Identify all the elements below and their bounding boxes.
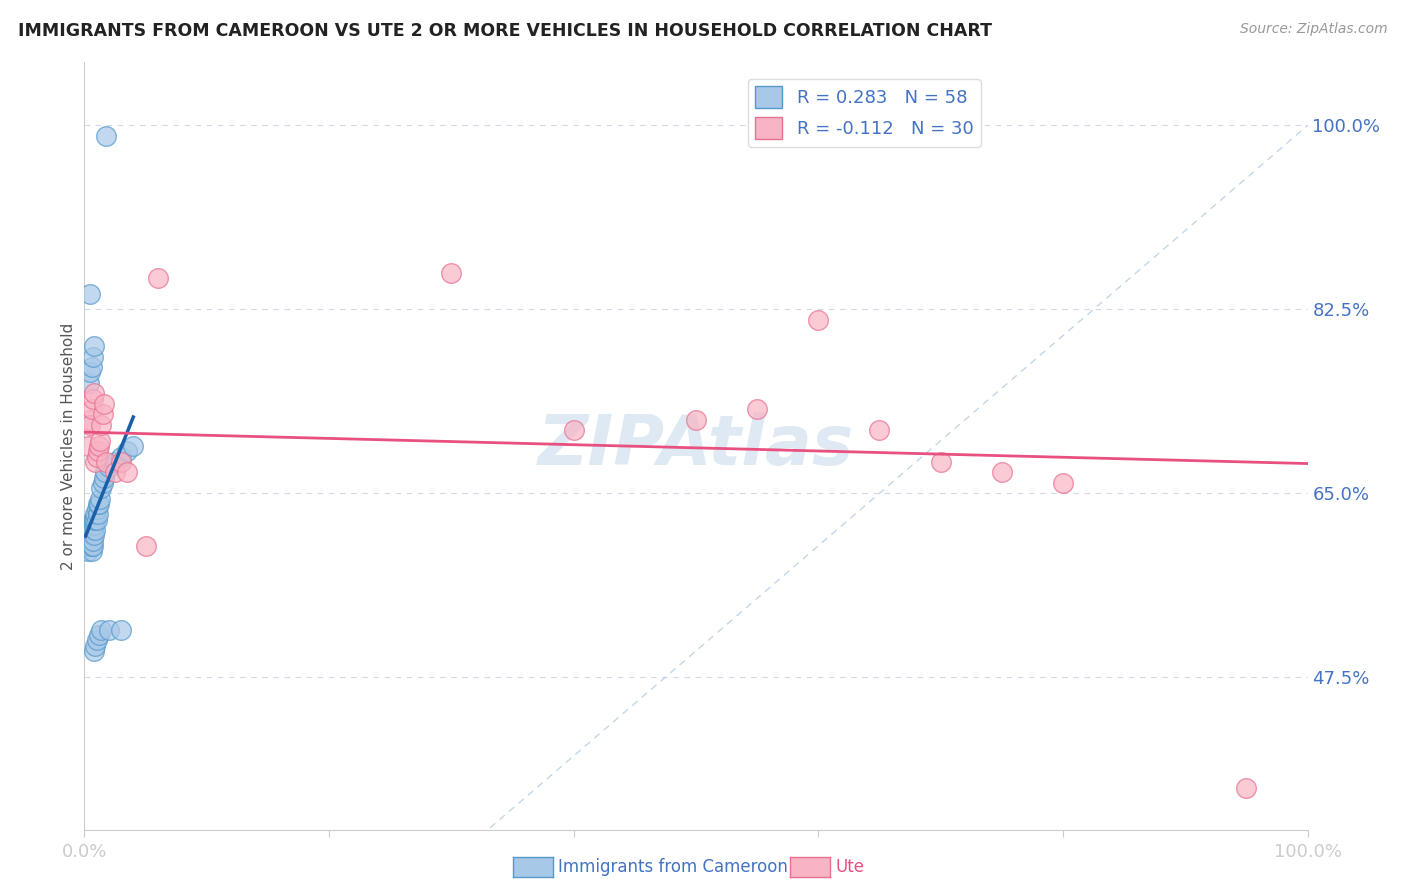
Point: [80, 523, 103, 537]
Point: [110, 450, 132, 464]
Point: [87, 628, 110, 642]
Point: [104, 455, 127, 469]
Point: [135, 539, 157, 553]
Point: [929, 455, 952, 469]
Point: [84, 455, 107, 469]
Point: [115, 465, 138, 479]
Point: [97, 623, 120, 637]
Point: [86, 502, 108, 516]
Point: [89, 434, 111, 448]
Text: ZIPAtlas: ZIPAtlas: [538, 412, 853, 480]
Point: [82, 533, 104, 548]
Point: [87, 444, 110, 458]
Point: [1236, 780, 1258, 795]
Point: [93, 397, 115, 411]
Point: [87, 497, 110, 511]
Point: [110, 623, 132, 637]
Point: [80, 539, 103, 553]
Point: [77, 517, 100, 532]
Point: [77, 544, 100, 558]
Point: [82, 350, 104, 364]
Point: [82, 539, 104, 553]
Point: [77, 413, 100, 427]
Point: [115, 444, 138, 458]
Point: [79, 286, 101, 301]
Point: [104, 465, 127, 479]
Point: [91, 475, 114, 490]
Point: [562, 423, 585, 437]
Point: [83, 512, 105, 526]
Point: [96, 128, 118, 143]
Point: [77, 439, 100, 453]
Point: [80, 402, 103, 417]
Point: [869, 423, 891, 437]
Point: [90, 417, 112, 432]
Point: [79, 517, 101, 532]
Point: [807, 313, 830, 327]
Point: [84, 512, 107, 526]
Point: [90, 481, 112, 495]
Point: [94, 465, 117, 479]
Point: [96, 455, 118, 469]
Text: Immigrants from Cameroon: Immigrants from Cameroon: [558, 858, 787, 876]
Point: [93, 470, 115, 484]
Point: [84, 523, 107, 537]
Point: [84, 508, 107, 522]
Point: [79, 366, 101, 380]
Point: [82, 523, 104, 537]
Point: [77, 523, 100, 537]
Point: [77, 528, 100, 542]
Point: [77, 528, 100, 542]
Point: [86, 512, 108, 526]
Point: [77, 539, 100, 553]
Text: IMMIGRANTS FROM CAMEROON VS UTE 2 OR MORE VEHICLES IN HOUSEHOLD CORRELATION CHAR: IMMIGRANTS FROM CAMEROON VS UTE 2 OR MOR…: [18, 22, 993, 40]
Text: Ute: Ute: [835, 858, 865, 876]
Point: [83, 339, 105, 353]
Point: [87, 497, 110, 511]
Point: [991, 465, 1014, 479]
Y-axis label: 2 or more Vehicles in Household: 2 or more Vehicles in Household: [60, 322, 76, 570]
Point: [97, 460, 120, 475]
Point: [1052, 475, 1074, 490]
Point: [110, 455, 132, 469]
Point: [79, 533, 101, 548]
Point: [146, 271, 169, 285]
Point: [77, 533, 100, 548]
Point: [87, 439, 110, 453]
Point: [440, 266, 463, 280]
Point: [90, 623, 112, 637]
Point: [80, 360, 103, 375]
Point: [80, 528, 103, 542]
Point: [76, 533, 98, 548]
Point: [84, 639, 107, 653]
Point: [83, 644, 105, 658]
Point: [80, 544, 103, 558]
Point: [685, 413, 707, 427]
Point: [77, 376, 100, 390]
Point: [122, 439, 145, 453]
Point: [76, 523, 98, 537]
Point: [83, 386, 105, 401]
Point: [747, 402, 769, 417]
Point: [75, 539, 97, 553]
Legend: R = 0.283   N = 58, R = -0.112   N = 30: R = 0.283 N = 58, R = -0.112 N = 30: [748, 79, 980, 146]
Point: [91, 408, 114, 422]
Point: [79, 417, 101, 432]
Point: [82, 392, 104, 406]
Point: [80, 517, 103, 532]
Point: [82, 512, 104, 526]
Point: [89, 491, 111, 506]
Point: [79, 523, 101, 537]
Point: [87, 508, 110, 522]
Point: [83, 517, 105, 532]
Point: [86, 450, 108, 464]
Point: [79, 539, 101, 553]
Text: Source: ZipAtlas.com: Source: ZipAtlas.com: [1240, 22, 1388, 37]
Point: [86, 633, 108, 648]
Point: [83, 528, 105, 542]
